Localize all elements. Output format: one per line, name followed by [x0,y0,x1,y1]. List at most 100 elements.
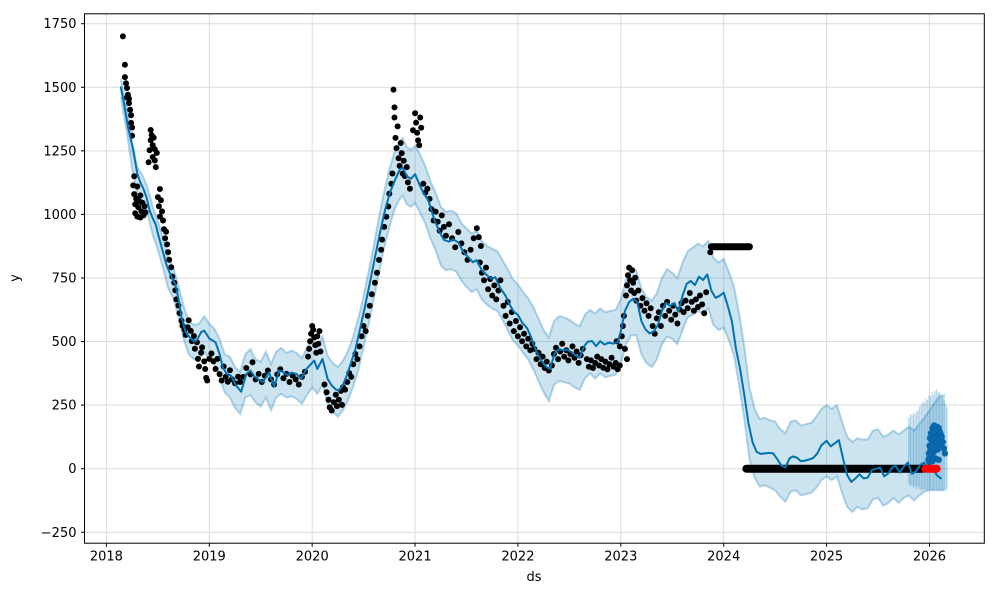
observed-points-dot [645,312,652,319]
observed-points-dot [519,338,526,345]
observed-points-dot [368,291,375,298]
observed-points-dot [624,282,630,289]
observed-points-dot [392,134,399,141]
observed-points-dot [391,114,398,121]
observed-points-dot [653,315,660,322]
observed-points-dot [470,235,477,242]
observed-points-dot [703,289,710,296]
observed-points-dot [539,353,546,360]
observed-points-dot [212,366,219,372]
observed-points-dot [198,349,205,356]
observed-points-dot [641,307,648,314]
observed-points-dot [394,123,401,130]
observed-points-dot [292,376,299,383]
observed-points-dot [512,318,519,324]
observed-points-dot [565,357,572,364]
observed-points-dot [126,95,132,102]
observed-points-dot [391,104,398,111]
observed-points-dot [397,140,404,146]
y-axis: −250 0 250 500 750 1000 1250 1500 1750 [41,17,85,541]
x-tick-label: 2022 [501,550,534,565]
observed-points-dot [129,124,136,131]
observed-points-dot [473,225,480,232]
observed-points-dot [307,338,314,345]
observed-points-dot [680,309,687,316]
observed-points-dot [202,366,209,372]
observed-points-dot [157,197,164,204]
observed-points-dot [147,127,154,133]
x-tick-label: 2026 [913,550,946,565]
observed-points-dot [416,142,423,149]
observed-points-dot [137,192,144,199]
observed-points-dot [514,333,521,340]
observed-points-dot [452,244,459,251]
observed-points-dot [295,381,302,388]
observed-points-dot [403,164,410,171]
observed-points-dot [196,363,202,370]
observed-points-dot [414,129,421,136]
observed-points-dot [166,256,173,263]
observed-points-dot [643,300,650,307]
observed-points-dot [190,333,197,339]
observed-points-dot [497,277,504,284]
observed-points-dot [243,365,250,371]
observed-points-dot [510,328,517,335]
observed-points-dot [153,149,160,156]
observed-points-dot [395,155,402,162]
axes-frame [84,13,985,544]
observed-points-dot [381,223,388,230]
observed-points-dot [121,61,128,68]
observed-points-dot [389,170,396,177]
observed-points-dot [398,150,405,157]
observed-points-dot [604,366,611,373]
observed-points-dot [569,343,576,350]
observed-points-dot [506,320,513,327]
observed-points-dot [455,229,462,235]
observed-points-dot [672,311,679,318]
observed-points-dot [168,264,175,271]
observed-points-dot [686,290,693,296]
observed-points-dot [446,221,452,228]
observed-points-dot [559,340,566,347]
recent-actuals-dot [940,445,948,452]
observed-points-dot [356,343,363,350]
observed-points-dot [305,353,312,360]
x-tick-label: 2019 [193,550,226,565]
observed-points-dot [159,208,165,215]
observed-points-dot [342,386,349,393]
y-tick-label: 1500 [43,81,76,96]
observed-points-dot [187,327,194,334]
grid [84,13,985,544]
observed-points-dot [119,33,126,40]
observed-points-dot [214,355,221,362]
observed-points-dot [354,356,361,363]
observed-points-dot [625,272,631,279]
observed-points-dot [682,297,689,304]
observed-points-dot [222,373,229,380]
observed-points-dot [364,312,371,319]
observed-points-dot [280,375,287,382]
observed-points-dot [360,323,367,329]
observed-points-dot [438,212,445,219]
observed-points-dot [390,86,397,93]
observed-points-dot [442,232,449,239]
observed-points-dot [150,134,157,141]
observed-points-dot [396,162,403,169]
observed-points-dot [475,234,482,241]
observed-points-dot [500,302,507,309]
observed-points-dot [131,191,138,198]
x-axis-label: ds [526,570,541,585]
y-tick-label: 1000 [43,208,76,223]
observed-points-dot [701,310,708,317]
observed-points-dot [415,137,422,144]
observed-points-dot [145,159,152,166]
observed-points-dot [152,164,159,171]
observed-points-dot [483,264,489,271]
observed-points-dot [379,236,386,243]
observed-points-dot [420,180,427,187]
band-lower-edge [119,96,945,514]
observed-points-dot [624,356,630,363]
observed-points-dot [413,119,420,126]
observed-points-dot [328,407,335,414]
